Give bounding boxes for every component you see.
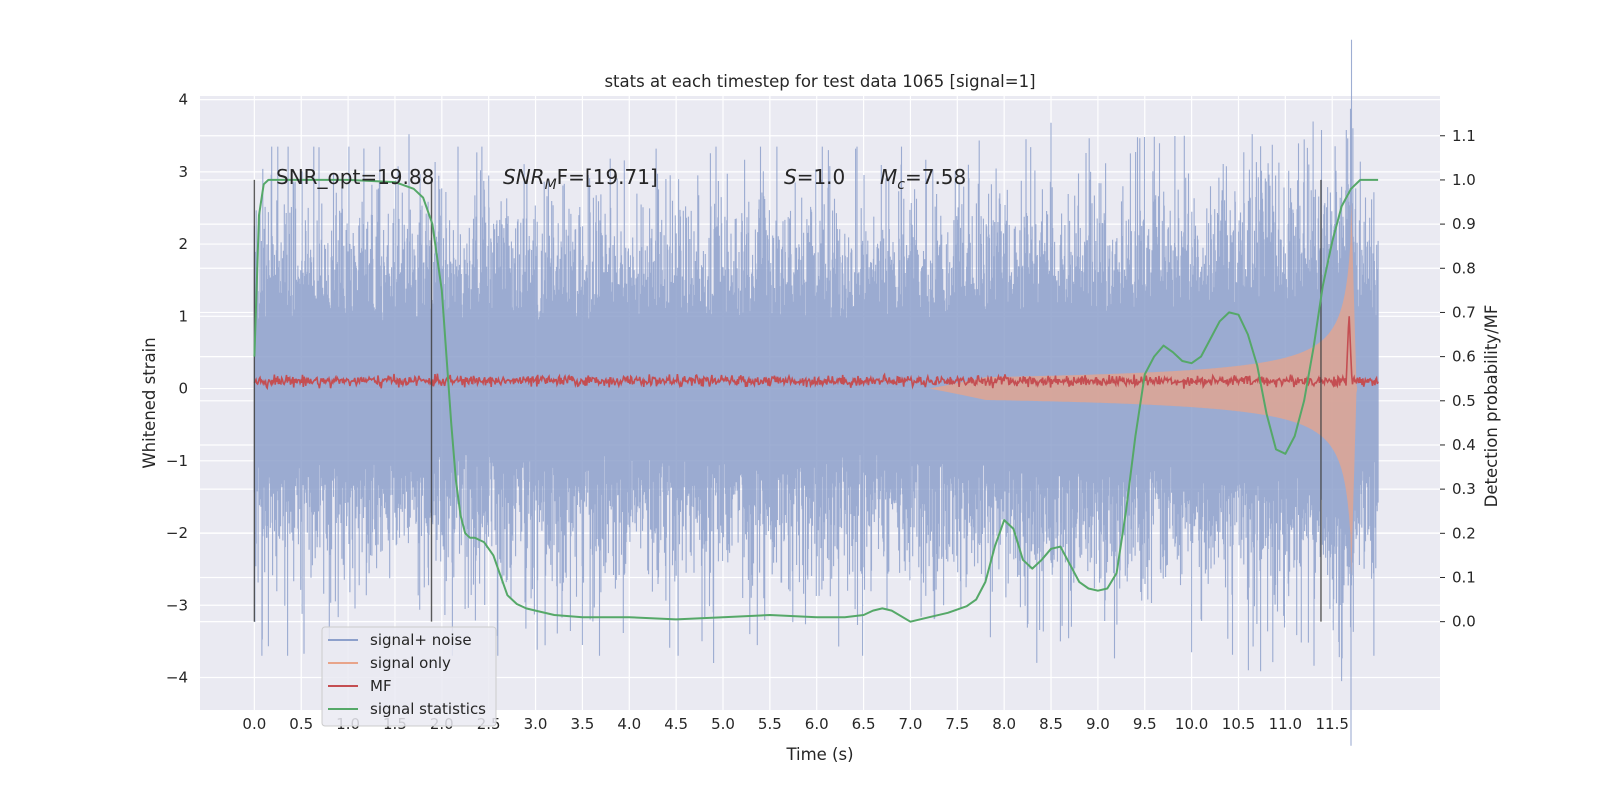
y2-tick-label: 1.1 bbox=[1452, 127, 1476, 145]
signal-only-trace bbox=[929, 202, 1379, 576]
y-tick-label: 4 bbox=[178, 91, 188, 109]
y2-tick-label: 0.6 bbox=[1452, 348, 1476, 366]
x-tick-label: 5.5 bbox=[758, 715, 782, 733]
y2-tick-label: 0.4 bbox=[1452, 436, 1476, 454]
y2-tick-label: 0.2 bbox=[1452, 524, 1476, 542]
vertical-markers bbox=[253, 179, 1322, 622]
y2-tick-label: 0.1 bbox=[1452, 568, 1476, 586]
x-tick-label: 0.0 bbox=[242, 715, 266, 733]
x-tick-label: 7.5 bbox=[945, 715, 969, 733]
y-tick-label: −3 bbox=[166, 596, 188, 614]
y2-tick-label: 0.9 bbox=[1452, 215, 1476, 233]
x-tick-label: 3.5 bbox=[570, 715, 594, 733]
legend-box bbox=[321, 626, 497, 727]
y2-tick-label: 0.8 bbox=[1452, 259, 1476, 277]
y2-tick-label: 0.7 bbox=[1452, 303, 1476, 321]
signal-only-series bbox=[929, 202, 1379, 576]
signal-statistics-series bbox=[253, 178, 1379, 623]
y2-tick-label: 1.0 bbox=[1452, 171, 1476, 189]
x-axis-label: Time (s) bbox=[785, 745, 853, 764]
x-tick-label: 6.0 bbox=[805, 715, 829, 733]
legend-label-signal-noise: signal+ noise bbox=[370, 631, 472, 649]
y-axis-label: Whitened strain bbox=[140, 337, 159, 468]
x-tick-label: 9.5 bbox=[1133, 715, 1157, 733]
y-tick-label: 0 bbox=[178, 380, 188, 398]
x-tick-label: 9.0 bbox=[1086, 715, 1110, 733]
x-tick-label: 10.5 bbox=[1222, 715, 1255, 733]
y-tick-label: −2 bbox=[166, 524, 188, 542]
x-tick-label: 8.0 bbox=[992, 715, 1016, 733]
x-tick-label: 7.0 bbox=[899, 715, 923, 733]
x-tick-label: 5.0 bbox=[711, 715, 735, 733]
x-tick-label: 6.5 bbox=[852, 715, 876, 733]
x-tick-label: 11.5 bbox=[1316, 715, 1349, 733]
legend: signal+ noise signal only MF signal stat… bbox=[321, 626, 497, 727]
y-tick-label: 2 bbox=[178, 235, 188, 253]
mf-series bbox=[253, 316, 1379, 391]
annotation-mc-symbol: M bbox=[880, 165, 897, 189]
legend-label-signal-statistics: signal statistics bbox=[370, 700, 486, 718]
y2-tick-label: 0.5 bbox=[1452, 392, 1476, 410]
annotation-s-symbol: S bbox=[784, 165, 797, 189]
x-tick-label: 8.5 bbox=[1039, 715, 1063, 733]
mf-trace bbox=[253, 316, 1379, 391]
x-tick-label: 0.5 bbox=[289, 715, 313, 733]
legend-label-mf: MF bbox=[370, 677, 392, 695]
annotation-mc: Mc=7.58 bbox=[880, 165, 966, 193]
x-tick-label: 4.0 bbox=[617, 715, 641, 733]
annotation-mc-value: =7.58 bbox=[905, 165, 966, 189]
x-tick-label: 3.0 bbox=[524, 715, 548, 733]
annotation-mc-subscript: c bbox=[897, 177, 905, 193]
x-tick-label: 4.5 bbox=[664, 715, 688, 733]
y2-axis-label: Detection probability/MF bbox=[1482, 305, 1501, 508]
legend-label-signal-only: signal only bbox=[370, 654, 451, 672]
signal-statistics-trace bbox=[253, 178, 1379, 623]
chart-title: stats at each timestep for test data 106… bbox=[604, 72, 1035, 91]
y2-tick-label: 0.0 bbox=[1452, 613, 1476, 631]
y-tick-label: 1 bbox=[178, 307, 188, 325]
y2-tick-label: 0.3 bbox=[1452, 480, 1476, 498]
annotation-snr-mf-symbol: SNR bbox=[503, 165, 545, 189]
annotation-snr-mf: SNRMF=[19.71] bbox=[503, 165, 658, 193]
annotation-snr-opt: SNR_opt=19.88 bbox=[276, 165, 434, 189]
annotation-snr-mf-subscript: M bbox=[545, 177, 557, 193]
annotation-snr-mf-value: F=[19.71] bbox=[557, 165, 658, 189]
y-tick-label: −4 bbox=[166, 668, 188, 686]
annotation-s: S=1.0 bbox=[784, 165, 845, 189]
annotation-s-value: =1.0 bbox=[797, 165, 846, 189]
y-tick-label: −1 bbox=[166, 452, 188, 470]
x-tick-label: 11.0 bbox=[1269, 715, 1302, 733]
x-tick-label: 10.0 bbox=[1175, 715, 1208, 733]
y-tick-label: 3 bbox=[178, 163, 188, 181]
